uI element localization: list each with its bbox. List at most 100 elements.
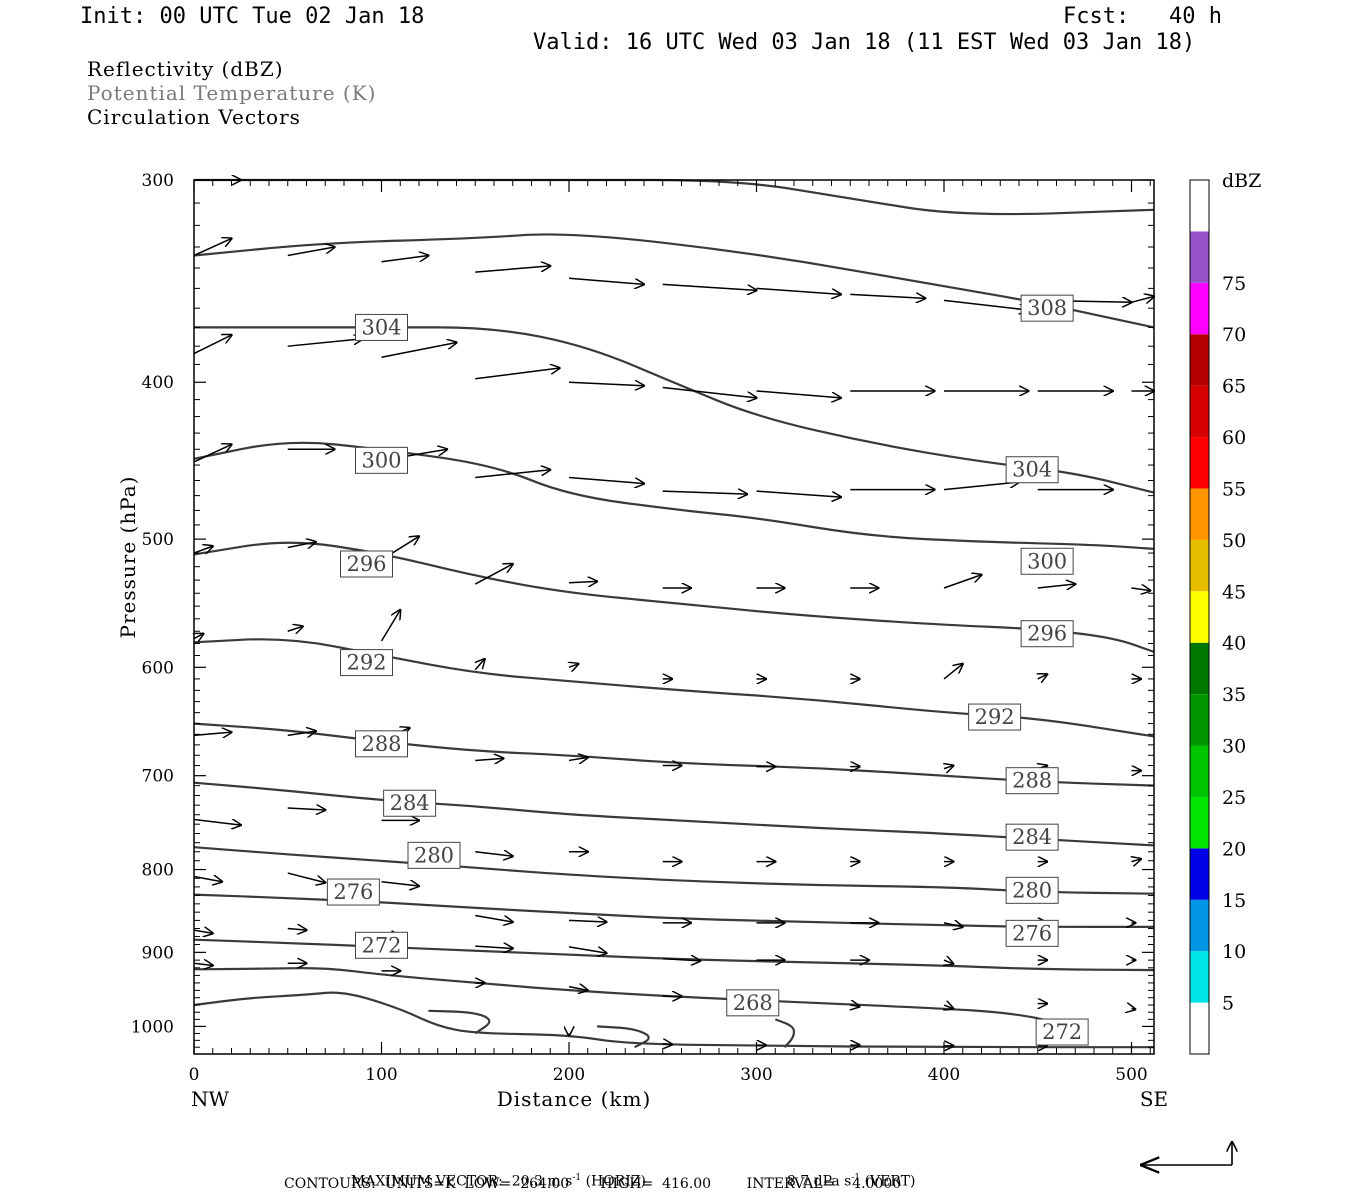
circulation-vector (475, 852, 513, 856)
colorbar-segment (1190, 231, 1209, 283)
theta-contour-line (193, 781, 1155, 847)
circulation-vector (662, 491, 747, 494)
circulation-vector (944, 766, 953, 769)
circulation-vector (662, 959, 701, 961)
contour-label: 284 (383, 789, 437, 817)
contour-label-box (1005, 919, 1059, 947)
circulation-vector (287, 339, 363, 347)
y-tick-label: 800 (142, 861, 174, 881)
circulation-vector (662, 283, 757, 290)
contour-label-text: 292 (975, 705, 1015, 729)
circulation-vector (475, 470, 550, 479)
theta-contour-line (597, 1025, 650, 1049)
x-tick-label: 500 (1115, 1065, 1147, 1085)
theta-contour-line (193, 541, 1155, 653)
circulation-vector (943, 575, 982, 589)
y-tick-label: 300 (142, 171, 174, 191)
reference-vector-icon (1142, 1142, 1232, 1165)
contour-label-text: 272 (1042, 1020, 1082, 1044)
theta-contour-line (193, 638, 1155, 738)
circulation-vector (568, 987, 588, 991)
theta-contour-line (193, 991, 1154, 1049)
plot-area (194, 180, 1154, 1054)
x-axis-label: Distance (km) (497, 1087, 652, 1111)
circulation-vector (943, 299, 1028, 310)
contour-label: 272 (355, 931, 408, 959)
contour-label: 268 (726, 989, 780, 1017)
contour-label: 292 (968, 703, 1022, 731)
contour-label: 292 (340, 649, 393, 677)
x-tick-label: 0 (189, 1065, 200, 1085)
circulation-vector (568, 757, 588, 760)
y-tick-label: 600 (142, 658, 174, 678)
colorbar-title: dBZ (1222, 170, 1261, 192)
contour-label: 280 (407, 841, 461, 869)
circulation-vector (474, 564, 513, 585)
y-tick-label: 1000 (131, 1017, 174, 1037)
colorbar-segment (1190, 488, 1209, 540)
colorbar-segment (1190, 591, 1209, 643)
max-vector-label: MAXIMUM VECTOR: (350, 1173, 503, 1190)
colorbar-segment (1190, 437, 1209, 489)
x-tick-label: 400 (928, 1065, 960, 1085)
contour-label-box (1005, 876, 1059, 904)
colorbar-level-label: 65 (1222, 376, 1246, 398)
contour-info: CONTOURS: UNITS=K LOW= 264.00 HIGH= 416.… (284, 1176, 902, 1192)
circulation-vector (193, 818, 241, 825)
contour-label: 308 (1020, 294, 1074, 322)
circulation-vector (381, 255, 429, 263)
circulation-vector (944, 1005, 953, 1009)
circulation-vector (475, 758, 503, 760)
circulation-vector (380, 610, 401, 642)
circulation-vector (943, 664, 963, 680)
circulation-vector (944, 960, 953, 964)
contour-label: 276 (1005, 919, 1059, 947)
colorbar-segment (1190, 385, 1209, 438)
circulation-vector (193, 335, 232, 355)
contour-label-text: 308 (1027, 296, 1067, 320)
y-tick-label: 500 (142, 530, 174, 550)
circulation-vector (381, 342, 457, 358)
theta-contour-line (193, 441, 1155, 550)
circulation-vector (943, 482, 1019, 491)
circulation-vector (756, 390, 841, 398)
circulation-vector (287, 731, 316, 735)
horiz-suffix: (HORIZ) (581, 1173, 646, 1190)
colorbar-level-label: 25 (1222, 787, 1246, 809)
contour-label-text: 292 (346, 651, 386, 675)
colorbar-segment (1190, 180, 1209, 232)
x-tick-label: 200 (553, 1065, 585, 1085)
contour-label-box (726, 989, 780, 1017)
circulation-vector (850, 294, 925, 298)
contour-label-text: 280 (414, 843, 454, 867)
horiz-value: 20.3 m s (511, 1173, 573, 1190)
contour-label-text: 272 (361, 933, 401, 957)
colorbar-level-label: 60 (1222, 427, 1246, 449)
colorbar-segment (1190, 951, 1209, 1003)
contour-label-box (1020, 620, 1074, 648)
circulation-vector (475, 659, 484, 671)
x-tick-label: 300 (740, 1065, 772, 1085)
circulation-vector (287, 929, 307, 931)
theta-contour-line (193, 233, 1155, 329)
contour-label-text: 296 (346, 552, 386, 576)
circulation-vector (287, 626, 303, 631)
colorbar-level-label: 55 (1222, 478, 1246, 500)
colorbar-segment (1190, 848, 1209, 900)
contour-label: 304 (355, 313, 408, 341)
legend-potential-temperature: Potential Temperature (K) (87, 81, 377, 105)
contour-label-text: 304 (361, 315, 401, 339)
max-vector-line: MAXIMUM VECTOR: 20.3 m s-1 (HORIZ) (342, 1157, 646, 1190)
colorbar-segment (1190, 899, 1209, 952)
theta-contour-line (193, 846, 1155, 895)
contour-label-text: 268 (733, 991, 773, 1015)
vert-vector-line: 8.7 dPa s-1 (VERT) (778, 1157, 916, 1190)
contour-label-text: 296 (1027, 622, 1067, 646)
circulation-vector (568, 920, 607, 922)
contour-label-box (340, 550, 393, 578)
colorbar-level-label: 5 (1222, 993, 1234, 1015)
contour-label-box (1035, 1018, 1089, 1046)
circulation-vector (943, 923, 963, 927)
colorbar-segment (1190, 334, 1209, 386)
circulation-vector (287, 247, 335, 257)
